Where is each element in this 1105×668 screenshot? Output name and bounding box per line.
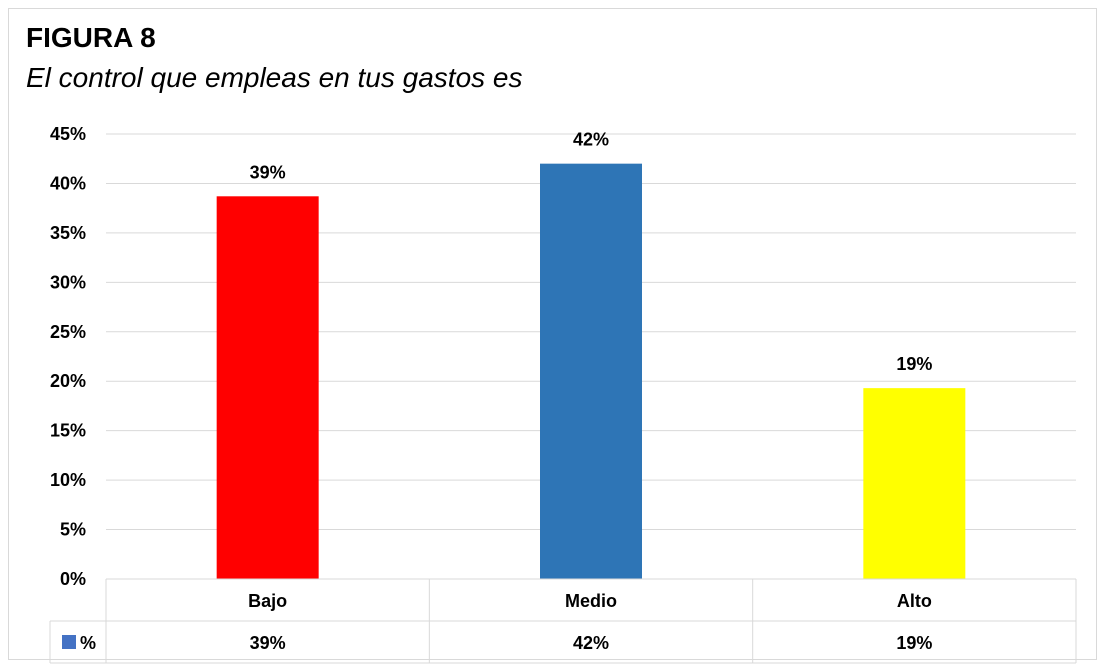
data-label: 42% bbox=[573, 130, 609, 150]
y-tick-label: 30% bbox=[50, 272, 86, 292]
x-tick-label: Medio bbox=[565, 591, 617, 611]
y-tick-label: 25% bbox=[50, 322, 86, 342]
y-tick-label: 40% bbox=[50, 173, 86, 193]
chart-frame bbox=[8, 8, 1097, 660]
y-tick-label: 15% bbox=[50, 421, 86, 441]
bar-medio bbox=[540, 163, 642, 579]
data-label: 39% bbox=[250, 162, 286, 182]
y-tick-label: 35% bbox=[50, 223, 86, 243]
bar-bajo bbox=[216, 196, 319, 580]
y-tick-label: 0% bbox=[60, 569, 86, 589]
y-tick-label: 5% bbox=[60, 520, 86, 540]
y-tick-label: 10% bbox=[50, 470, 86, 490]
table-cell: 39% bbox=[250, 633, 286, 653]
x-tick-label: Alto bbox=[897, 591, 932, 611]
data-label: 19% bbox=[896, 354, 932, 374]
bar-alto bbox=[863, 388, 966, 579]
y-tick-label: 45% bbox=[50, 124, 86, 144]
legend-key bbox=[62, 635, 76, 649]
table-cell: 19% bbox=[896, 633, 932, 653]
figure-label: FIGURA 8 bbox=[26, 22, 156, 53]
chart-subtitle: El control que empleas en tus gastos es bbox=[26, 62, 523, 93]
x-tick-label: Bajo bbox=[248, 591, 287, 611]
table-series-name: % bbox=[80, 633, 96, 653]
y-tick-label: 20% bbox=[50, 371, 86, 391]
table-cell: 42% bbox=[573, 633, 609, 653]
